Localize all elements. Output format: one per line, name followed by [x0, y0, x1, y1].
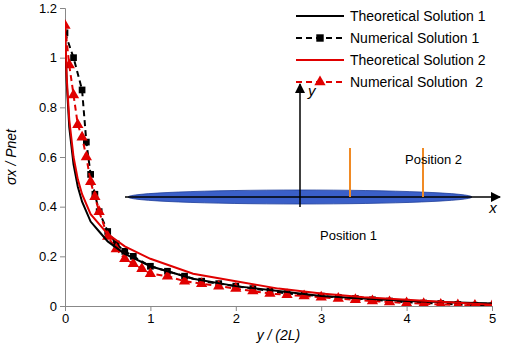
data-point	[76, 131, 87, 141]
legend-label: Numerical Solution 1	[350, 30, 479, 46]
y-tick-mark	[60, 256, 65, 257]
x-tick-label: 1	[147, 311, 154, 326]
legend-entry: Numerical Solution 2	[296, 74, 483, 90]
legend-entry: Numerical Solution 1	[296, 30, 479, 46]
y-tick-mark	[60, 107, 65, 108]
y-tick: 1	[50, 50, 65, 65]
plot: 0 1 2 3 4 5 0 0.2 0.4 0.6 0.8 1 1.2	[39, 1, 500, 327]
legend-entry: Theoretical Solution 2	[296, 52, 486, 68]
inset-x-arrow	[125, 196, 500, 198]
series-line	[65, 25, 492, 304]
data-point	[68, 88, 79, 98]
inset-y-arrow	[299, 84, 301, 207]
y-tick-mark	[60, 8, 65, 9]
x-tick-label: 0	[62, 311, 69, 326]
y-tick-label: 0	[50, 299, 57, 314]
chart: 0 1 2 3 4 5 0 0.2 0.4 0.6 0.8 1 1.2 y / (2L) σx / Pnet…	[0, 0, 505, 344]
data-point	[72, 118, 83, 128]
y-tick: 0	[50, 299, 65, 314]
y-tick: 0.8	[39, 100, 65, 115]
y-tick: 0.2	[39, 249, 65, 264]
x-tick: 3	[318, 306, 325, 326]
data-point	[79, 87, 86, 94]
legend-label: Theoretical Solution 1	[350, 8, 486, 24]
legend: Theoretical Solution 1 Numerical Solution…	[296, 8, 486, 90]
y-axis-title: σx / Pnet	[3, 128, 19, 185]
annotation: Position 1	[320, 228, 377, 243]
x-axis-title: y / (2L)	[256, 327, 301, 343]
y-tick: 0.4	[39, 199, 65, 214]
y-tick-label: 0.6	[39, 150, 57, 165]
x-tick: 4	[403, 306, 410, 326]
x-axis: 0 1 2 3 4 5	[62, 306, 496, 326]
y-axis-line	[60, 9, 66, 307]
annotation: x	[488, 199, 497, 216]
y-tick: 1.2	[39, 1, 65, 16]
y-tick-mark	[60, 306, 65, 307]
legend-entry: Theoretical Solution 1	[296, 8, 486, 24]
y-tick-label: 1	[50, 50, 57, 65]
y-tick-label: 0.2	[39, 249, 57, 264]
x-tick-label: 2	[233, 311, 240, 326]
data-area	[65, 19, 492, 306]
legend-line	[296, 15, 344, 17]
inset-diagram	[125, 84, 500, 207]
x-axis-line	[66, 307, 493, 312]
annotation: Position 2	[405, 152, 462, 167]
legend-marker	[316, 34, 323, 41]
legend-marker	[314, 75, 325, 85]
y-tick-label: 0.8	[39, 100, 57, 115]
data-point	[81, 150, 92, 160]
y-tick-mark	[60, 58, 65, 59]
x-tick: 0	[62, 306, 69, 326]
legend-label: Theoretical Solution 2	[350, 52, 486, 68]
x-tick-label: 5	[489, 311, 496, 326]
series-line	[65, 33, 492, 306]
legend-line	[296, 59, 344, 61]
x-tick: 1	[147, 306, 154, 326]
y-tick-mark	[60, 207, 65, 208]
y-axis: 0 0.2 0.4 0.6 0.8 1 1.2	[39, 1, 66, 314]
y-tick: 0.6	[39, 150, 65, 165]
data-point	[145, 267, 156, 277]
data-point	[94, 205, 105, 215]
x-tick: 5	[489, 306, 496, 326]
x-tick-label: 4	[403, 311, 410, 326]
x-tick-label: 3	[318, 311, 325, 326]
series-line	[65, 25, 492, 306]
y-tick-mark	[60, 157, 65, 158]
position-line	[349, 148, 351, 197]
legend-label: Numerical Solution 2	[350, 74, 483, 90]
y-tick-label: 1.2	[39, 1, 57, 16]
data-point	[70, 54, 77, 61]
x-tick: 2	[233, 306, 240, 326]
data-point	[89, 190, 100, 200]
data-point	[85, 175, 96, 185]
y-tick-label: 0.4	[39, 199, 57, 214]
series-line	[65, 33, 492, 304]
